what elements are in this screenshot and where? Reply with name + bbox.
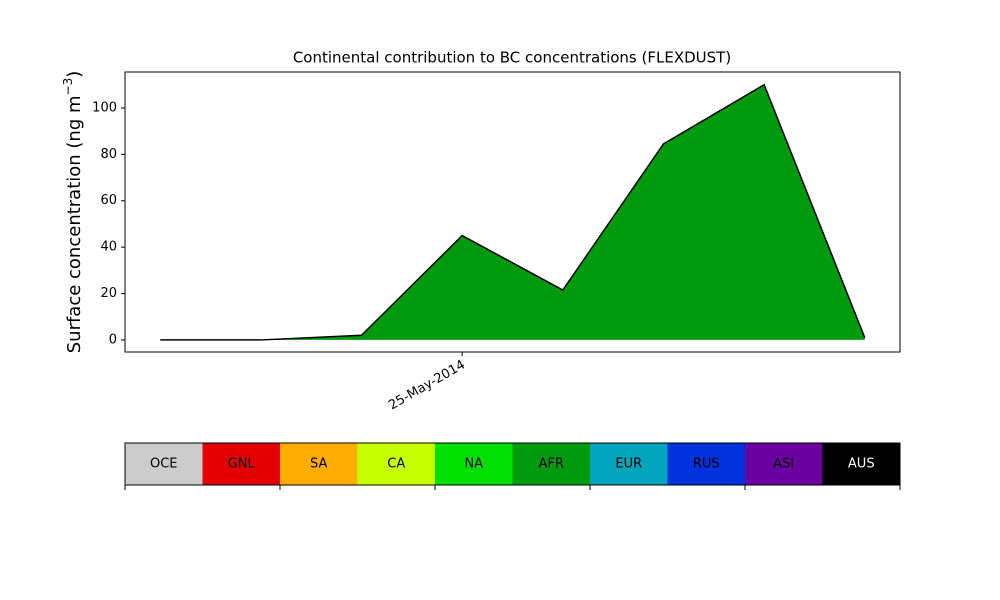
legend-swatch <box>590 443 668 485</box>
legend-label: AFR <box>539 457 564 472</box>
y-tick-label: 0 <box>109 332 117 347</box>
legend-swatch <box>745 443 823 485</box>
legend-label: RUS <box>693 457 720 472</box>
legend-label: EUR <box>615 457 642 472</box>
legend-swatch <box>125 443 203 485</box>
legend-swatch <box>357 443 436 485</box>
y-tick-label: 60 <box>100 193 117 208</box>
area-line <box>160 83 866 341</box>
legend-swatch <box>512 443 591 485</box>
legend-label: AUS <box>848 457 875 472</box>
y-axis-label-end: ) <box>64 71 85 78</box>
legend-swatch <box>435 443 513 485</box>
legend-label: ASI <box>773 457 794 472</box>
y-axis-label-sup: −3 <box>61 78 75 96</box>
legend-frame <box>124 442 901 486</box>
y-axis-label-text: Surface concentration (ng m <box>64 95 85 353</box>
y-tick-label: 100 <box>92 100 117 115</box>
chart-title: Continental contribution to BC concentra… <box>293 49 731 67</box>
legend-swatch <box>202 443 281 485</box>
legend-label: NA <box>464 457 483 472</box>
y-tick-label: 20 <box>100 286 117 301</box>
legend-label: GNL <box>228 457 256 472</box>
legend-label: OCE <box>150 457 178 472</box>
y-axis-label: Surface concentration (ng m−3) <box>61 71 86 354</box>
area <box>160 84 865 340</box>
legend-swatch <box>280 443 358 485</box>
y-tick-label: 80 <box>100 147 117 162</box>
legend-swatch <box>667 443 746 485</box>
legend-swatch <box>822 443 901 485</box>
legend-label: SA <box>310 457 327 472</box>
legend-label: CA <box>387 457 405 472</box>
x-tick-label: 25-May-2014 <box>386 358 468 414</box>
plot-frame <box>124 71 901 353</box>
y-tick-label: 40 <box>100 240 117 255</box>
